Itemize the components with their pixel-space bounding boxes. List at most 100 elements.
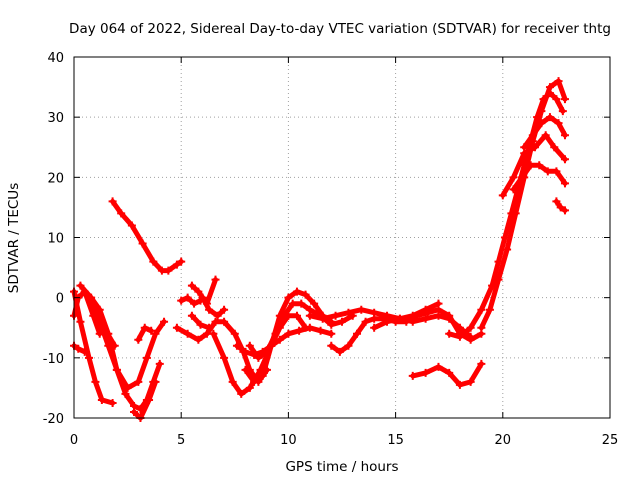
data-point [245,341,254,350]
data-point [232,341,241,350]
data-point [466,332,475,341]
data-point [205,323,214,332]
data-point [509,185,518,194]
data-point [134,377,143,386]
x-tick-label: 20 [495,433,512,448]
series-arc-e [91,305,119,350]
data-point [127,221,136,230]
data-point [108,197,117,206]
data-point [434,311,443,320]
data-point [503,245,512,254]
data-point [151,329,160,338]
data-point [305,323,314,332]
data-point [117,209,126,218]
data-point [520,143,529,152]
data-point [421,314,430,323]
data-point [177,257,186,266]
data-point [434,299,443,308]
data-point [528,131,537,140]
series-arc-r [232,323,336,359]
data-point [455,380,464,389]
data-point [228,377,237,386]
data-point [335,347,344,356]
data-point [545,83,554,92]
data-point [241,365,250,374]
data-point [172,260,181,269]
data-point [560,131,569,140]
series-arc-z [498,131,569,200]
data-point [194,335,203,344]
series-arc-zb [552,197,569,215]
data-point [183,293,192,302]
data-point [518,173,527,182]
data-point [76,281,85,290]
data-point [310,299,319,308]
data-point [485,305,494,314]
y-tick-label: 0 [56,292,64,307]
data-point [267,341,276,350]
data-point [110,341,119,350]
data-point [155,359,164,368]
data-point [230,329,239,338]
data-point [292,287,301,296]
x-tick-label: 0 [70,433,78,448]
data-point [85,353,94,362]
data-point [97,395,106,404]
grid-lines [74,57,610,418]
data-point [250,350,259,359]
data-point [445,329,454,338]
data-point [498,191,507,200]
series-arc-l [177,293,205,308]
data-point [511,209,520,218]
data-point [284,329,293,338]
data-point [295,326,304,335]
data-point [194,287,203,296]
x-axis-label: GPS time / hours [285,459,398,475]
data-point [370,308,379,317]
series-trace [200,295,227,319]
data-point [455,323,464,332]
y-tick-label: 40 [47,51,64,66]
series-arc-o [187,311,214,332]
data-point [338,317,346,326]
data-point [80,287,89,296]
data-point [198,293,207,302]
data-point [494,275,503,284]
series-arc-y [509,161,569,194]
data-point [160,317,169,326]
data-point [275,311,284,320]
data-point [560,95,569,104]
data-point [183,329,192,338]
data-point [134,335,143,344]
data-point [121,389,130,398]
data-point [74,344,83,353]
x-tick-label: 25 [602,433,619,448]
series-arc-i [108,197,186,275]
data-point [477,305,486,314]
data-point [535,161,544,170]
data-point [80,347,89,356]
data-point [211,317,220,326]
series-arc-n [198,293,229,320]
data-point [370,323,379,332]
data-point [353,329,362,338]
data-point [560,206,569,215]
data-point [220,353,229,362]
y-axis-label: SDTVAR / TECUs [6,183,22,293]
series-trace [110,198,184,274]
data-point [187,281,196,290]
data-point [550,143,559,152]
y-tick-label: -20 [43,412,64,427]
data-point [466,323,475,332]
data-point [250,377,259,386]
data-point [220,317,229,326]
data-point [560,155,569,164]
data-point [237,389,246,398]
data-point [477,359,486,368]
data-point [209,329,218,338]
data-point [91,377,100,386]
data-point [245,383,254,392]
x-tick-label: 5 [177,433,185,448]
series-arc-f [70,341,89,356]
data-point [91,305,100,314]
